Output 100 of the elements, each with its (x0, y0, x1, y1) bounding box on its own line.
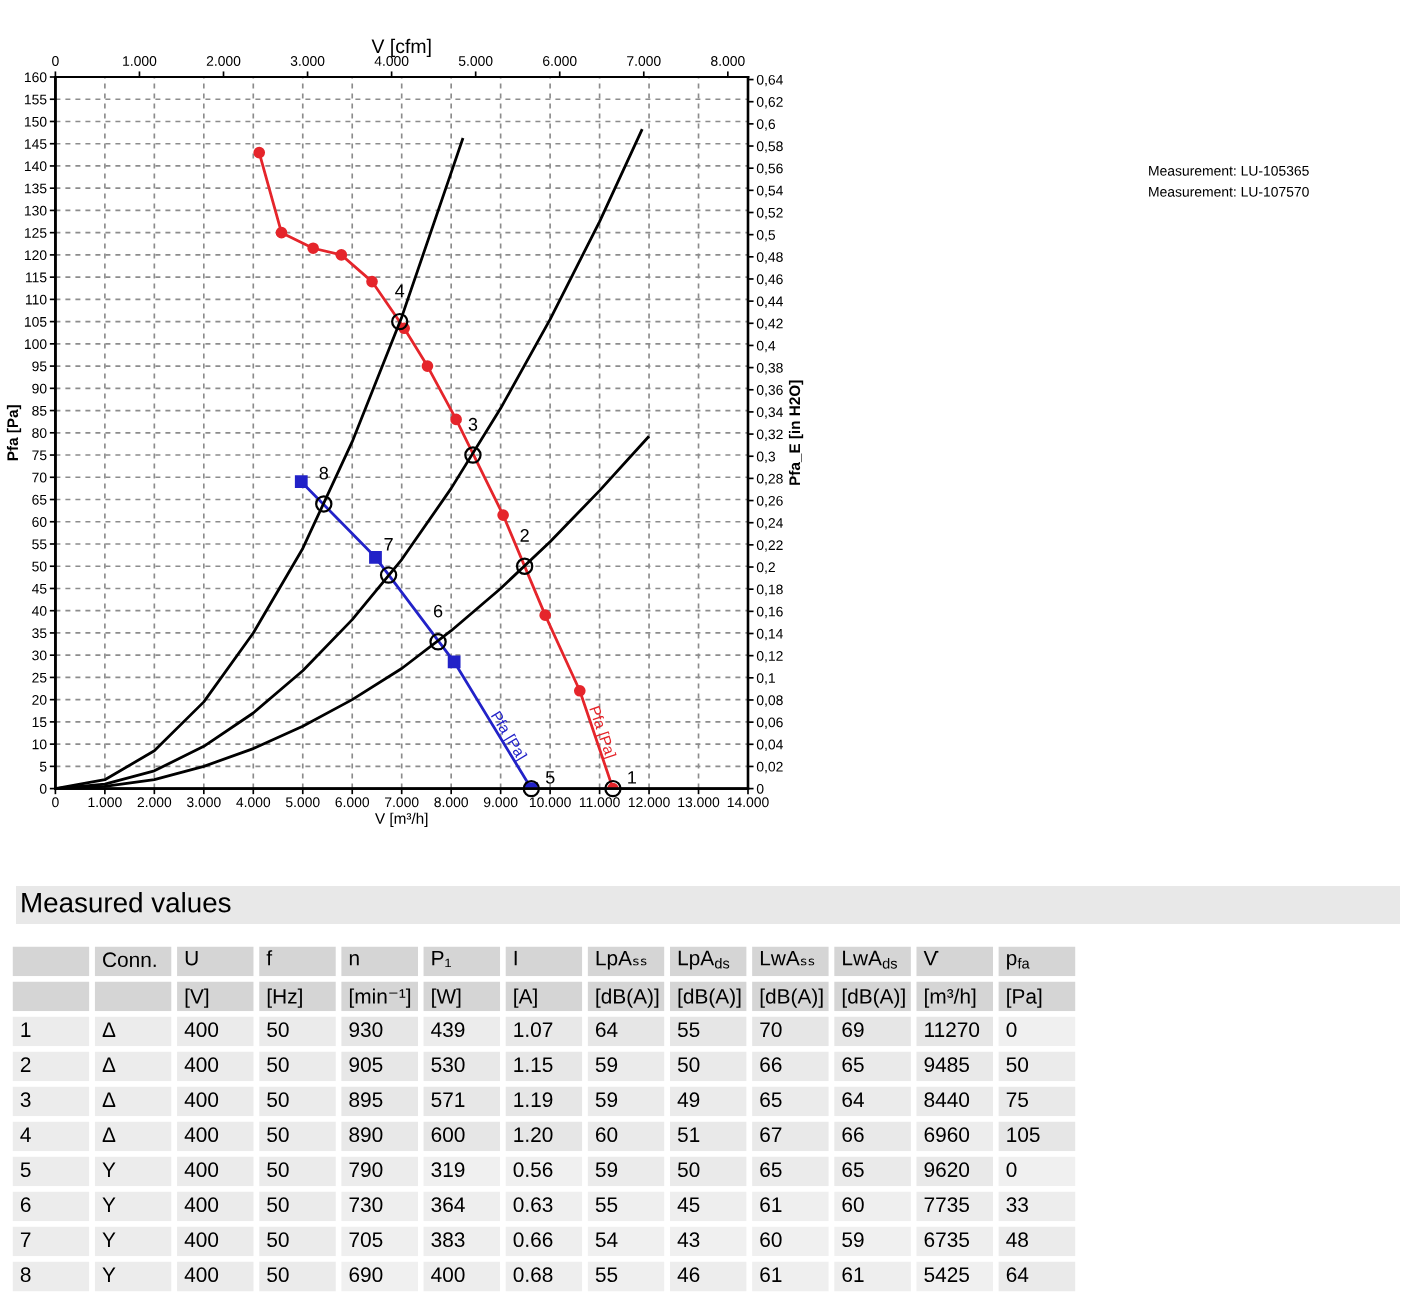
x-tick-label: LwAₛₛ [dB(A)] (760, 950, 823, 1008)
text: Δ (102, 1127, 116, 1142)
data-label: 895 (349, 1092, 383, 1108)
data-label: 45 (677, 1197, 700, 1213)
data-label: 530 (431, 1057, 465, 1073)
data-label: 600 (431, 1127, 465, 1143)
data-label: 0.56 (513, 1162, 553, 1178)
data-label: 65 (760, 1092, 782, 1108)
x-tick-label: I [A] (514, 950, 537, 1008)
data-label: 55 (677, 1022, 700, 1038)
text: Y (102, 1162, 116, 1177)
data-label: 50 (267, 1092, 289, 1108)
data-label: 0 (1006, 1022, 1017, 1038)
data-label: 66 (842, 1127, 864, 1143)
data-label: 364 (431, 1197, 465, 1213)
data-label: 50 (267, 1057, 289, 1073)
y-tick-label: 6 (20, 1197, 31, 1213)
data-label: 730 (349, 1197, 383, 1213)
data-label: 59 (595, 1092, 618, 1108)
data-label: 65 (842, 1057, 864, 1073)
annotation: 7 (384, 538, 393, 551)
x-tick-label: n [min⁻¹] (349, 954, 411, 1008)
data-label: 890 (349, 1127, 383, 1143)
text: Δ (102, 1092, 116, 1107)
category-label: p$_{fa}$ [Pa] (1007, 953, 1042, 1008)
data-label: 59 (595, 1057, 618, 1073)
y-tick-label: 3 (20, 1092, 31, 1108)
y-tick-label: 8 (20, 1267, 31, 1283)
data-label: 65 (842, 1162, 864, 1178)
x-tick-label: P₁ [W] (432, 950, 461, 1008)
data-label: 400 (184, 1127, 219, 1143)
data-label: 64 (595, 1022, 618, 1038)
data-label: 690 (349, 1267, 383, 1283)
annotation: 1 (628, 771, 636, 784)
category-label: LpA$_{ds}$ [dB(A)] (678, 950, 741, 1008)
data-label: 1.20 (514, 1127, 553, 1143)
data-label: 50 (677, 1057, 700, 1073)
data-label: 64 (1006, 1267, 1029, 1283)
annotation: 6 (433, 604, 443, 618)
data-label: 61 (760, 1267, 782, 1283)
annotation: 3 (468, 417, 478, 431)
data-label: 50 (677, 1162, 700, 1178)
data-label: 383 (431, 1232, 465, 1248)
y-tick-label: 5 (20, 1162, 31, 1178)
data-label: 46 (677, 1267, 700, 1283)
data-label: 50 (267, 1022, 289, 1038)
data-label: 439 (431, 1022, 465, 1038)
data-label: 66 (760, 1057, 782, 1073)
text: Δ (102, 1057, 116, 1072)
data-label: 61 (842, 1267, 864, 1283)
data-label: 55 (595, 1267, 618, 1283)
text: Y (102, 1232, 116, 1247)
data-label: 790 (349, 1162, 383, 1178)
data-label: 9620 (924, 1162, 970, 1178)
data-label: 6960 (924, 1127, 970, 1143)
data-label: 930 (349, 1022, 383, 1038)
text: Y (102, 1197, 116, 1212)
data-label: 0.68 (513, 1267, 553, 1283)
data-label: 59 (842, 1232, 864, 1248)
data-label: 400 (184, 1022, 219, 1038)
data-label: 1.07 (514, 1022, 553, 1038)
annotation: 8 (319, 466, 329, 480)
annotation: 2 (520, 529, 529, 542)
data-label: 70 (760, 1022, 782, 1038)
data-label: 75 (1006, 1092, 1028, 1108)
data-label: 400 (184, 1197, 219, 1213)
data-label: 905 (349, 1057, 383, 1073)
data-label: 50 (267, 1197, 289, 1213)
data-label: 61 (760, 1197, 782, 1213)
data-label: 55 (595, 1197, 618, 1213)
data-label: 5425 (924, 1267, 970, 1283)
data-label: 64 (842, 1092, 864, 1108)
data-label: 0.66 (513, 1232, 553, 1248)
data-label: 51 (677, 1127, 700, 1143)
data-label: 11270 (925, 1022, 980, 1038)
data-label: 400 (184, 1267, 219, 1283)
data-label: 50 (1006, 1057, 1029, 1073)
y-tick-label: 4 (20, 1127, 31, 1142)
data-label: 50 (267, 1267, 289, 1283)
data-label: 49 (677, 1092, 700, 1108)
chart-title: Measured values (22, 892, 231, 913)
data-label: 400 (184, 1162, 219, 1178)
x-tick-label: f [Hz] (266, 950, 302, 1008)
data-label: 43 (677, 1232, 700, 1248)
category-label: LwA$_{ds}$ [dB(A)] (842, 950, 905, 1008)
annotation: 4 (395, 284, 405, 298)
data-label: 319 (431, 1162, 465, 1178)
data-label: 65 (760, 1162, 782, 1178)
data-label: 50 (267, 1232, 289, 1248)
data-label: 67 (760, 1127, 782, 1143)
data-label: 8440 (924, 1092, 970, 1108)
data-label: 54 (595, 1232, 618, 1248)
data-label: 50 (267, 1127, 289, 1143)
data-label: 400 (431, 1267, 465, 1283)
data-label: 400 (184, 1092, 219, 1108)
y-tick-label: 1 (21, 1022, 31, 1037)
text: Δ (102, 1022, 116, 1037)
data-label: 6735 (924, 1232, 970, 1248)
x2-axis-title: V [cfm] (371, 38, 431, 57)
annotation: 5 (545, 771, 555, 784)
